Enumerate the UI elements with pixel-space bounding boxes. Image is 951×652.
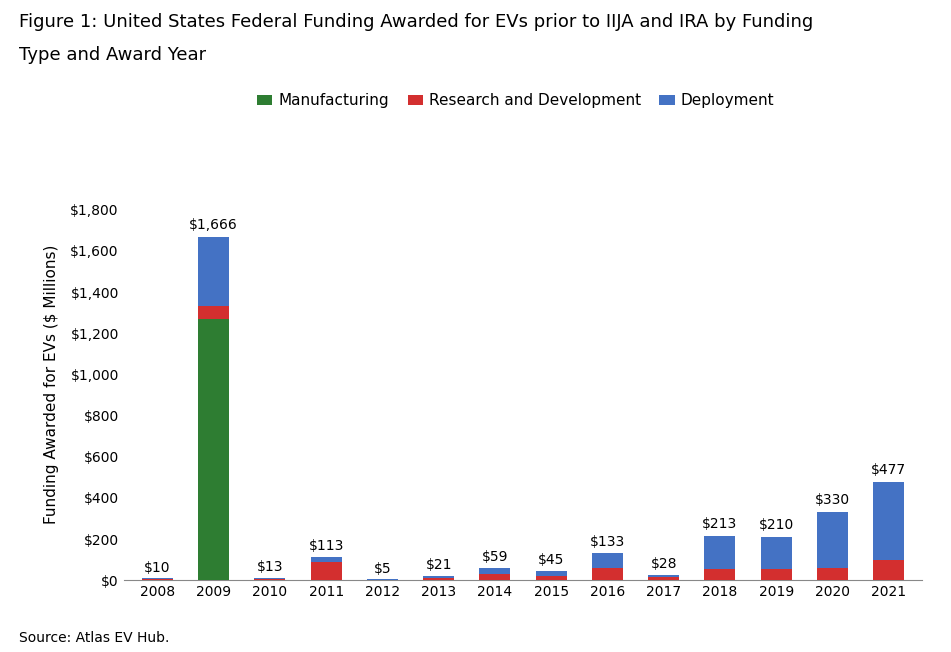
Text: $210: $210 xyxy=(759,518,794,532)
Bar xyxy=(761,537,791,569)
Bar xyxy=(479,568,511,574)
Bar xyxy=(592,553,623,568)
Text: $21: $21 xyxy=(425,558,452,572)
Bar xyxy=(873,482,904,559)
Text: $59: $59 xyxy=(481,550,508,565)
Bar xyxy=(311,562,341,580)
Text: $113: $113 xyxy=(308,539,344,554)
Bar xyxy=(535,571,567,576)
Bar xyxy=(142,579,173,580)
Bar xyxy=(817,568,848,580)
Bar xyxy=(817,512,848,568)
Text: Source: Atlas EV Hub.: Source: Atlas EV Hub. xyxy=(19,632,169,645)
Text: Figure 1: United States Federal Funding Awarded for EVs prior to IIJA and IRA by: Figure 1: United States Federal Funding … xyxy=(19,13,813,31)
Text: $1,666: $1,666 xyxy=(189,218,238,232)
Text: $330: $330 xyxy=(815,493,850,507)
Bar xyxy=(592,568,623,580)
Bar xyxy=(873,559,904,580)
Y-axis label: Funding Awarded for EVs ($ Millions): Funding Awarded for EVs ($ Millions) xyxy=(44,245,59,524)
Text: Type and Award Year: Type and Award Year xyxy=(19,46,206,64)
Text: $13: $13 xyxy=(257,560,283,574)
Text: $213: $213 xyxy=(703,517,738,531)
Legend: Manufacturing, Research and Development, Deployment: Manufacturing, Research and Development,… xyxy=(251,87,781,114)
Bar xyxy=(198,319,229,580)
Bar xyxy=(311,557,341,562)
Bar xyxy=(423,578,455,580)
Bar xyxy=(142,578,173,579)
Bar xyxy=(705,569,735,580)
Text: $133: $133 xyxy=(590,535,625,549)
Text: $477: $477 xyxy=(871,463,906,477)
Text: $28: $28 xyxy=(650,557,677,570)
Bar xyxy=(705,537,735,569)
Text: $10: $10 xyxy=(145,561,170,574)
Bar xyxy=(198,306,229,319)
Bar xyxy=(535,576,567,580)
Bar xyxy=(649,577,679,580)
Bar xyxy=(423,576,455,578)
Text: $5: $5 xyxy=(374,561,391,576)
Bar xyxy=(649,574,679,577)
Bar xyxy=(255,578,285,580)
Bar xyxy=(761,569,791,580)
Text: $45: $45 xyxy=(538,554,564,567)
Bar xyxy=(479,574,511,580)
Bar xyxy=(198,237,229,306)
